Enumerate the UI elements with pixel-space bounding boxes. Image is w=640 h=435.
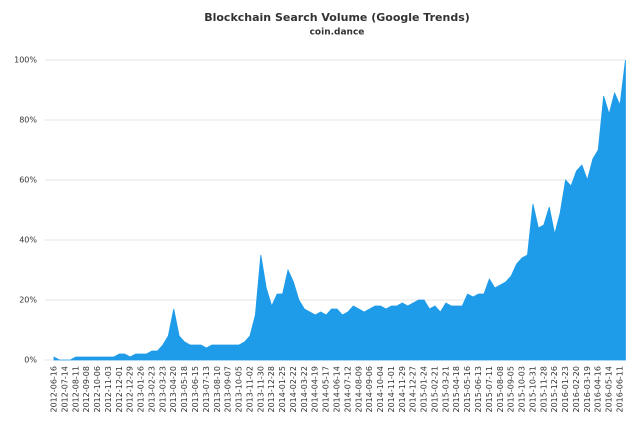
x-tick-label: 2014-02-22: [289, 366, 298, 413]
y-tick-label: 80%: [19, 116, 37, 125]
x-tick-label: 2014-06-14: [333, 366, 342, 413]
x-tick-label: 2013-06-15: [191, 366, 200, 413]
x-tick-label: 2015-07-11: [485, 366, 494, 413]
x-tick-label: 2012-11-03: [104, 366, 113, 413]
y-tick-label: 40%: [19, 236, 37, 245]
x-tick-label: 2014-12-27: [409, 366, 418, 413]
x-tick-label: 2013-12-28: [267, 366, 276, 413]
x-tick-label: 2015-08-08: [496, 366, 505, 413]
x-tick-label: 2014-09-06: [365, 366, 374, 413]
x-tick-label: 2015-03-21: [441, 366, 450, 413]
x-tick-label: 2014-11-29: [398, 366, 407, 413]
x-tick-label: 2016-06-11: [616, 366, 625, 413]
x-tick-label: 2013-01-26: [137, 366, 146, 413]
x-tick-label: 2015-05-16: [463, 366, 472, 413]
y-tick-label: 60%: [19, 176, 37, 185]
x-tick-label: 2013-10-05: [235, 366, 244, 413]
x-tick-label: 2013-08-10: [213, 366, 222, 413]
x-tick-label: 2016-04-16: [594, 366, 603, 413]
x-tick-label: 2015-01-24: [420, 366, 429, 413]
chart-title: Blockchain Search Volume (Google Trends): [204, 11, 470, 24]
x-tick-label: 2012-08-11: [71, 366, 80, 413]
x-tick-label: 2013-02-23: [147, 366, 156, 413]
x-tick-label: 2013-09-07: [224, 366, 233, 413]
x-tick-label: 2015-12-26: [550, 366, 559, 413]
x-tick-label: 2016-03-19: [583, 366, 592, 413]
x-tick-label: 2013-11-30: [256, 366, 265, 413]
x-tick-label: 2014-05-17: [322, 366, 331, 413]
x-tick-label: 2014-01-25: [278, 366, 287, 413]
area: [53, 59, 626, 361]
x-tick-label: 2014-08-09: [354, 366, 363, 413]
x-tick-label: 2014-03-22: [300, 366, 309, 413]
y-tick-label: 0%: [24, 356, 37, 365]
x-tick-label: 2013-03-23: [158, 366, 167, 413]
chart-subtitle: coin.dance: [310, 28, 365, 38]
x-tick-label: 2015-11-28: [539, 366, 548, 413]
x-tick-label: 2015-02-21: [430, 366, 439, 413]
x-tick-label: 2014-10-04: [376, 366, 385, 413]
x-tick-label: 2012-10-06: [93, 366, 102, 413]
x-tick-label: 2015-10-31: [528, 366, 537, 413]
x-tick-label: 2012-06-16: [50, 366, 59, 413]
x-tick-label: 2016-02-20: [572, 366, 581, 413]
x-tick-label: 2015-06-13: [474, 366, 483, 413]
x-tick-label: 2016-05-14: [605, 366, 614, 413]
x-tick-label: 2012-07-14: [60, 366, 69, 413]
x-tick-label: 2013-07-13: [202, 366, 211, 413]
x-tick-label: 2013-11-02: [245, 366, 254, 413]
x-tick-label: 2013-04-20: [169, 366, 178, 413]
y-tick-label: 20%: [19, 296, 37, 305]
x-tick-label: 2014-11-01: [387, 366, 396, 413]
x-tick-label: 2016-01-23: [561, 366, 570, 413]
x-tick-label: 2014-07-12: [343, 366, 352, 413]
x-tick-label: 2015-09-05: [507, 366, 516, 413]
x-tick-label: 2012-12-01: [115, 366, 124, 413]
x-tick-label: 2015-10-03: [518, 366, 527, 413]
x-tick-label: 2015-04-18: [452, 366, 461, 413]
x-tick-label: 2014-04-19: [311, 366, 320, 413]
x-tick-label: 2012-12-29: [126, 366, 135, 413]
x-tick-label: 2012-09-08: [82, 366, 91, 413]
x-tick-label: 2013-05-18: [180, 366, 189, 413]
y-tick-label: 100%: [14, 56, 37, 65]
